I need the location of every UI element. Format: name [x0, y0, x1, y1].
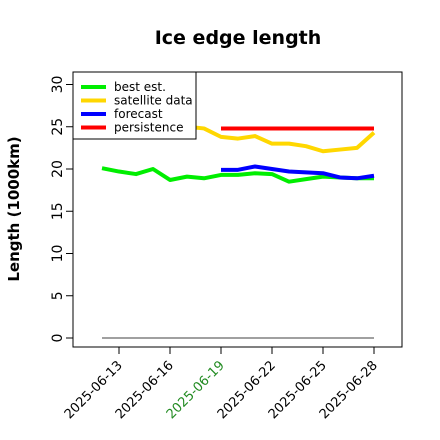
y-tick-label: 5	[50, 291, 66, 300]
y-tick-label: 20	[50, 160, 66, 178]
x-axis: 2025-06-132025-06-162025-06-192025-06-22…	[62, 347, 381, 422]
y-tick-label: 30	[50, 76, 66, 94]
chart-title: Ice edge length	[155, 27, 322, 49]
legend: best est.satellite dataforecastpersisten…	[72, 71, 197, 140]
chart-marks	[101, 124, 376, 339]
series-line-forecast	[221, 164, 375, 181]
y-axis-label: Length (1000km)	[5, 136, 23, 281]
y-tick-label: 0	[50, 334, 66, 343]
legend-label-persistence: persistence	[114, 121, 183, 135]
legend-label-forecast: forecast	[114, 107, 163, 121]
y-tick-label: 25	[50, 118, 66, 136]
series-line-best-est	[101, 166, 374, 184]
legend-label-satellite-data: satellite data	[114, 94, 193, 108]
y-tick-label: 15	[50, 202, 66, 220]
y-axis: 0 5 10 15 20 25 30	[50, 76, 73, 343]
legend-label-best-est: best est.	[114, 80, 166, 94]
series-line-satellite-data	[186, 124, 376, 154]
y-tick-label: 10	[50, 245, 66, 263]
plot-frame	[72, 71, 403, 348]
